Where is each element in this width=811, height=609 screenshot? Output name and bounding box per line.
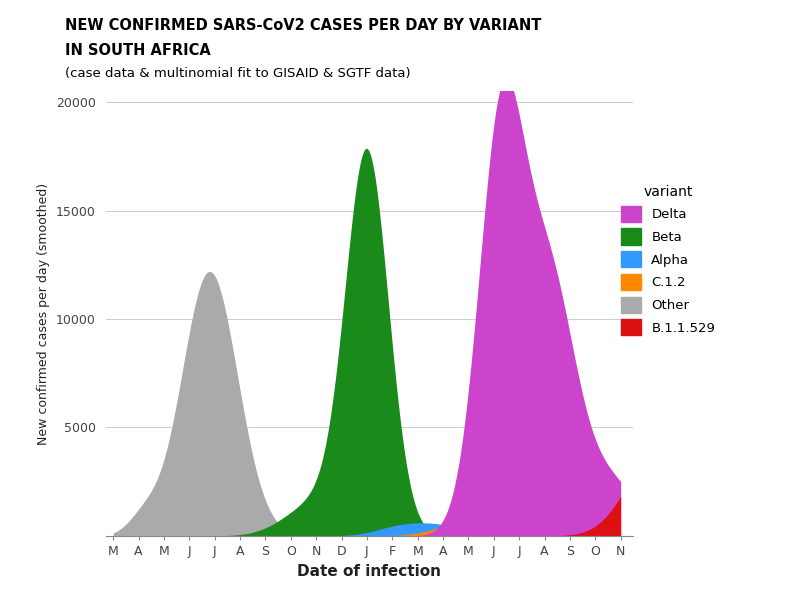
Text: (case data & multinomial fit to GISAID & SGTF data): (case data & multinomial fit to GISAID &… [65, 67, 410, 80]
Y-axis label: New confirmed cases per day (smoothed): New confirmed cases per day (smoothed) [37, 183, 50, 445]
Text: IN SOUTH AFRICA: IN SOUTH AFRICA [65, 43, 210, 58]
Text: NEW CONFIRMED SARS-CoV2 CASES PER DAY BY VARIANT: NEW CONFIRMED SARS-CoV2 CASES PER DAY BY… [65, 18, 541, 33]
Legend: Delta, Beta, Alpha, C.1.2, Other, B.1.1.529: Delta, Beta, Alpha, C.1.2, Other, B.1.1.… [614, 178, 721, 342]
X-axis label: Date of infection: Date of infection [297, 563, 441, 579]
